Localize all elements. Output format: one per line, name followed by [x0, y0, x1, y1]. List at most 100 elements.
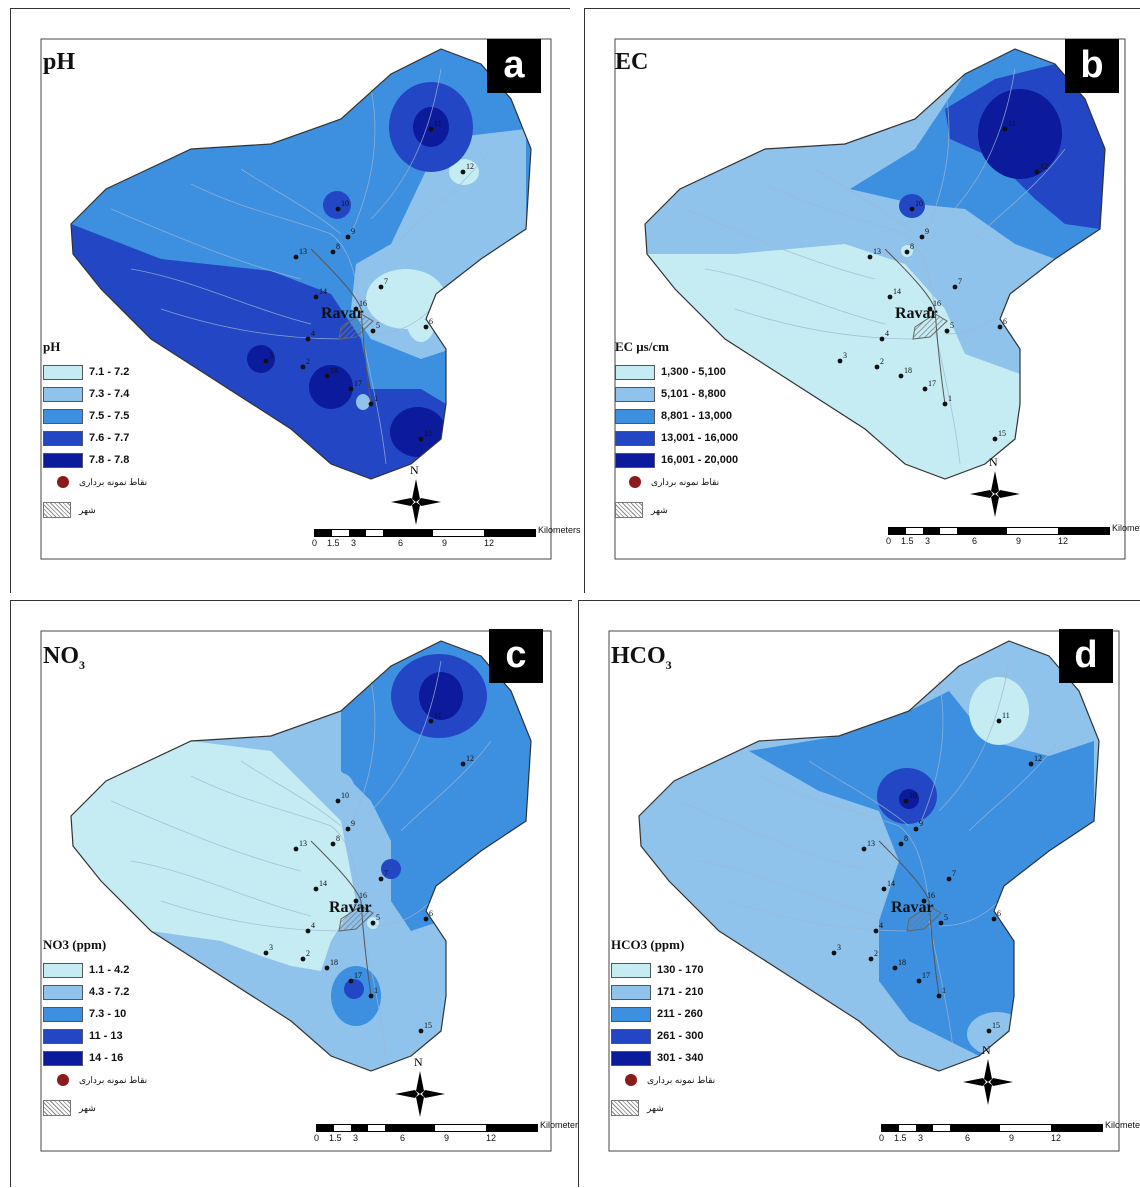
legend-item: 4.3 - 7.2 [43, 981, 147, 1003]
city-label: Ravar [891, 899, 934, 916]
sample-point-label: 9 [919, 819, 923, 828]
panel-letter-badge: d [1059, 629, 1113, 683]
stream-line [190, 183, 362, 310]
sample-point-label: 6 [1003, 317, 1007, 326]
sample-point [460, 761, 466, 767]
sample-point-label: 17 [354, 971, 362, 980]
zone-class-5 [978, 89, 1062, 179]
stream-line [400, 148, 492, 240]
legend-item: 130 - 170 [611, 959, 715, 981]
legend-swatch [615, 364, 655, 380]
sample-point-label: 3 [269, 351, 273, 360]
legend-label: نقاط نمونه برداری [79, 1074, 148, 1085]
map-panel-b: 1 2 3 4 5 6 7 8 9 10 11 12 13 14 15 16 17 18 EC b Ravar E… [584, 8, 1140, 594]
sample-point [837, 358, 843, 364]
stream-line [814, 168, 916, 235]
basin-outline [70, 48, 532, 480]
basin-outline [638, 640, 1100, 1072]
stream-line [734, 308, 916, 340]
legend-label: نقاط نمونه برداری [647, 1074, 716, 1085]
sample-point [293, 846, 299, 852]
sample-point [1002, 126, 1008, 132]
legend-swatch [615, 430, 655, 446]
legend-swatch [43, 430, 83, 446]
sample-point [874, 364, 880, 370]
sample-point [881, 886, 887, 892]
sample-point-label: 4 [879, 921, 883, 930]
map-panel-a: 1 2 3 4 5 6 7 8 9 10 11 12 13 14 15 16 17 18 pH a Ravar p… [10, 8, 581, 594]
sample-point [378, 284, 384, 290]
sample-point [345, 234, 351, 240]
stream-line [370, 660, 442, 812]
legend-item: 8,801 - 13,000 [615, 405, 738, 427]
sample-point-label: 5 [950, 321, 954, 330]
zone-class-4 [899, 194, 925, 218]
legend-item: 7.8 - 7.8 [43, 449, 147, 471]
stream-line [938, 900, 1000, 927]
sample-point [418, 436, 424, 442]
sample-point [293, 254, 299, 260]
legend-city: شهر [611, 1097, 715, 1119]
legend-item: 11 - 13 [43, 1025, 147, 1047]
stream-line [240, 168, 342, 235]
stream-line [968, 740, 1060, 832]
sample-point-label: 2 [306, 357, 310, 366]
legend-city: شهر [43, 1097, 147, 1119]
sample-point-label: 1 [374, 986, 378, 995]
sample-point-label: 3 [837, 943, 841, 952]
stream-line [110, 208, 302, 280]
sample-point-label: 13 [299, 839, 307, 848]
basin-mask [585, 9, 1140, 594]
sample-point [305, 336, 311, 342]
sample-point-label: 5 [944, 913, 948, 922]
sample-point [913, 826, 919, 832]
legend-swatch [43, 364, 83, 380]
sample-point [428, 718, 434, 724]
sample-point [460, 169, 466, 175]
sample-point [944, 328, 950, 334]
legend-item: 1.1 - 4.2 [43, 959, 147, 981]
legend-swatch [43, 962, 83, 978]
legend-title: HCO3 (ppm) [611, 937, 685, 952]
panel-title: HCO3 [611, 643, 672, 672]
sample-point [423, 324, 429, 330]
sample-point [986, 1028, 992, 1034]
legend-label: 7.3 - 7.4 [89, 388, 130, 400]
legend-label: شهر [79, 504, 96, 515]
zone-class-1 [405, 286, 437, 342]
sample-point [898, 373, 904, 379]
legend-label: نقاط نمونه برداری [79, 476, 148, 487]
stream-line [684, 208, 876, 280]
legend: EC μs/cm 1,300 - 5,100 5,101 - 8,800 8,801 … [615, 339, 738, 521]
city-area [338, 905, 374, 932]
stream-line [370, 900, 432, 927]
sample-point-label: 7 [952, 869, 956, 878]
sample-point [942, 401, 948, 407]
sample-point-label: 11 [1002, 711, 1010, 720]
legend-title: NO3 (ppm) [43, 937, 107, 952]
city-hatch-icon [611, 1100, 639, 1116]
map-panel-d: 1 2 3 4 5 6 7 8 9 10 11 12 13 14 15 16 17 18 HCO3 d Ravar… [578, 600, 1140, 1188]
legend-label: 261 - 300 [657, 1030, 704, 1042]
sample-point-label: 16 [933, 299, 941, 308]
sample-point-label: 16 [927, 891, 935, 900]
interpolation-zones [71, 641, 531, 1071]
legend-swatch [43, 1050, 83, 1066]
sample-point [313, 886, 319, 892]
sample-point-label: 9 [925, 227, 929, 236]
legend-city: شهر [43, 499, 147, 521]
sample-point [892, 965, 898, 971]
sample-point-label: 12 [1040, 162, 1048, 171]
sample-point [916, 978, 922, 984]
legend-sample-points: نقاط نمونه برداری [611, 1069, 715, 1091]
main-channel [878, 840, 940, 997]
sample-point [873, 928, 879, 934]
sample-point-label: 2 [306, 949, 310, 958]
legend-label: 211 - 260 [657, 1008, 703, 1020]
sample-point-label: 5 [376, 913, 380, 922]
sample-point-label: 10 [909, 791, 917, 800]
